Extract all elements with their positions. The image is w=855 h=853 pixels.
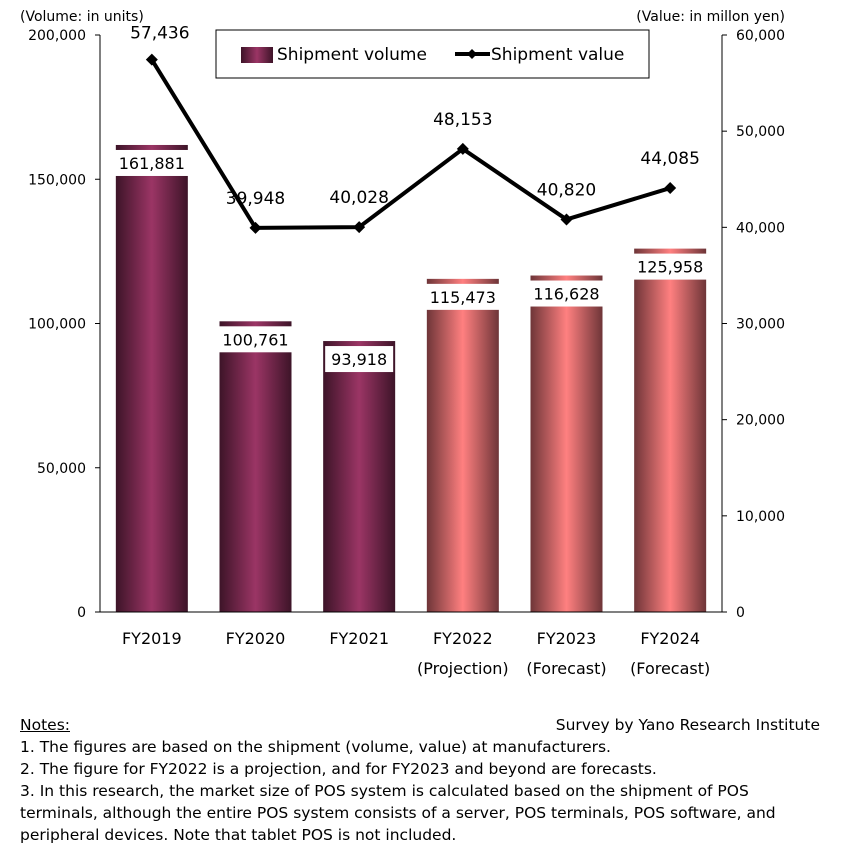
bar-shipment-volume	[323, 341, 396, 612]
line-marker	[145, 53, 158, 66]
left-axis-label: (Volume: in units)	[20, 9, 144, 25]
bar-shipment-volume	[426, 278, 499, 612]
left-axis-tick-label: 50,000	[37, 461, 86, 477]
line-marker	[664, 182, 677, 195]
notes-heading: Notes:	[20, 716, 70, 734]
x-axis-tick-label: FY2019	[122, 629, 182, 648]
bar-data-label: 93,918	[331, 350, 387, 369]
left-axis-tick-label: 100,000	[28, 317, 86, 333]
line-data-label: 44,085	[640, 149, 699, 169]
legend-label-value: Shipment value	[491, 45, 624, 65]
left-axis-tick-label: 150,000	[28, 172, 86, 188]
line-shipment-value	[150, 58, 671, 230]
note-item: 3. In this research, the market size of …	[20, 782, 776, 844]
legend: Shipment volume Shipment value	[215, 29, 650, 79]
line-marker	[353, 221, 366, 234]
bar-data-label: 161,881	[119, 154, 185, 173]
x-axis-tick-label: FY2023	[537, 629, 597, 648]
bar-label-box	[423, 283, 502, 310]
line-data-label: 48,153	[433, 110, 492, 130]
line-data-label: 40,028	[329, 188, 388, 208]
bar-data-label: 100,761	[222, 330, 288, 349]
x-axis-tick-sublabel: (Forecast)	[630, 659, 710, 678]
right-axis-tick-label: 30,000	[736, 317, 785, 333]
x-axis-tick-label: FY2020	[226, 629, 286, 648]
line-data-label: 40,820	[537, 180, 596, 200]
bar-shipment-volume	[634, 248, 707, 612]
right-axis-tick-label: 40,000	[736, 220, 785, 236]
line-marker	[456, 142, 469, 155]
note-item: 1. The figures are based on the shipment…	[20, 738, 611, 756]
right-axis-tick-label: 20,000	[736, 413, 785, 429]
bar-data-label: 116,628	[533, 285, 599, 304]
right-axis-tick-label: 0	[736, 605, 745, 621]
bar-shipment-volume	[219, 321, 292, 612]
x-axis-tick-sublabel: (Forecast)	[526, 659, 606, 678]
x-axis-tick-label: FY2021	[329, 629, 389, 648]
line-marker	[249, 221, 262, 234]
x-axis-tick-label: FY2024	[640, 629, 700, 648]
bar-label-box	[112, 149, 191, 176]
line-marker	[560, 213, 573, 226]
bar-label-box	[631, 253, 710, 280]
note-item: 2. The figure for FY2022 is a projection…	[20, 760, 657, 778]
legend-label-volume: Shipment volume	[277, 45, 427, 65]
right-axis-tick-label: 60,000	[736, 28, 785, 44]
source-credit: Survey by Yano Research Institute	[555, 716, 820, 734]
line-data-label: 57,436	[130, 24, 189, 44]
bar-shipment-volume	[530, 275, 603, 612]
notes: Notes: Survey by Yano Research Institute…	[20, 714, 830, 846]
bar-label-box	[216, 326, 295, 353]
x-axis-tick-sublabel: (Projection)	[417, 659, 509, 678]
legend-swatch-volume	[241, 47, 273, 63]
x-axis-tick-label: FY2022	[433, 629, 493, 648]
bar-data-label: 115,473	[430, 288, 496, 307]
combo-chart: 0 50,000 100,000 150,000 200,000 0 10,000 20,00…	[20, 9, 785, 678]
right-axis-tick-label: 50,000	[736, 124, 785, 140]
bar-label-box	[527, 280, 606, 307]
right-axis-tick-label: 10,000	[736, 509, 785, 525]
bar-shipment-volume	[115, 144, 188, 612]
left-axis-tick-label: 0	[77, 605, 86, 621]
left-axis-tick-label: 200,000	[28, 28, 86, 44]
line-data-label: 39,948	[226, 189, 285, 209]
bar-data-label: 125,958	[637, 258, 703, 277]
bar-label-box	[325, 346, 394, 373]
right-axis-label: (Value: in millon yen)	[636, 9, 785, 25]
